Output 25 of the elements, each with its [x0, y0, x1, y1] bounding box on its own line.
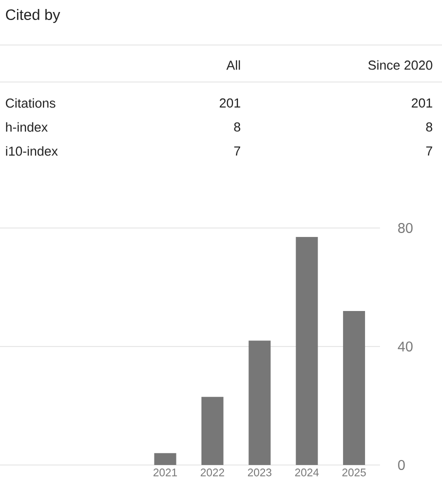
- x-tick-label: 2024: [295, 468, 319, 476]
- category-label: Citations: [6, 98, 56, 108]
- bar: [154, 453, 176, 465]
- x-tick-label: 2022: [200, 468, 224, 476]
- y-tick-label: 80: [398, 223, 413, 233]
- data-label: 7: [234, 146, 240, 156]
- data-label: 7: [426, 146, 432, 156]
- data-label: 201: [220, 98, 240, 108]
- y-tick-label: 40: [398, 342, 413, 352]
- y-tick-label: 0: [398, 460, 405, 470]
- bar: [201, 396, 224, 465]
- x-tick-label: 2023: [248, 468, 272, 476]
- category-label: h-index: [6, 122, 48, 132]
- x-tick-label: 2021: [154, 468, 177, 476]
- text: All: [226, 60, 240, 70]
- data-label: 8: [426, 122, 432, 132]
- text: Since 2020: [368, 60, 432, 70]
- x-tick-label: 2025: [342, 468, 366, 476]
- bar: [343, 310, 366, 465]
- bar: [248, 340, 271, 465]
- bar: [296, 236, 318, 465]
- category-label: i10-index: [6, 146, 58, 156]
- data-label: 8: [234, 122, 240, 132]
- data-label: 201: [412, 98, 432, 108]
- text: Cited by: [6, 9, 60, 23]
